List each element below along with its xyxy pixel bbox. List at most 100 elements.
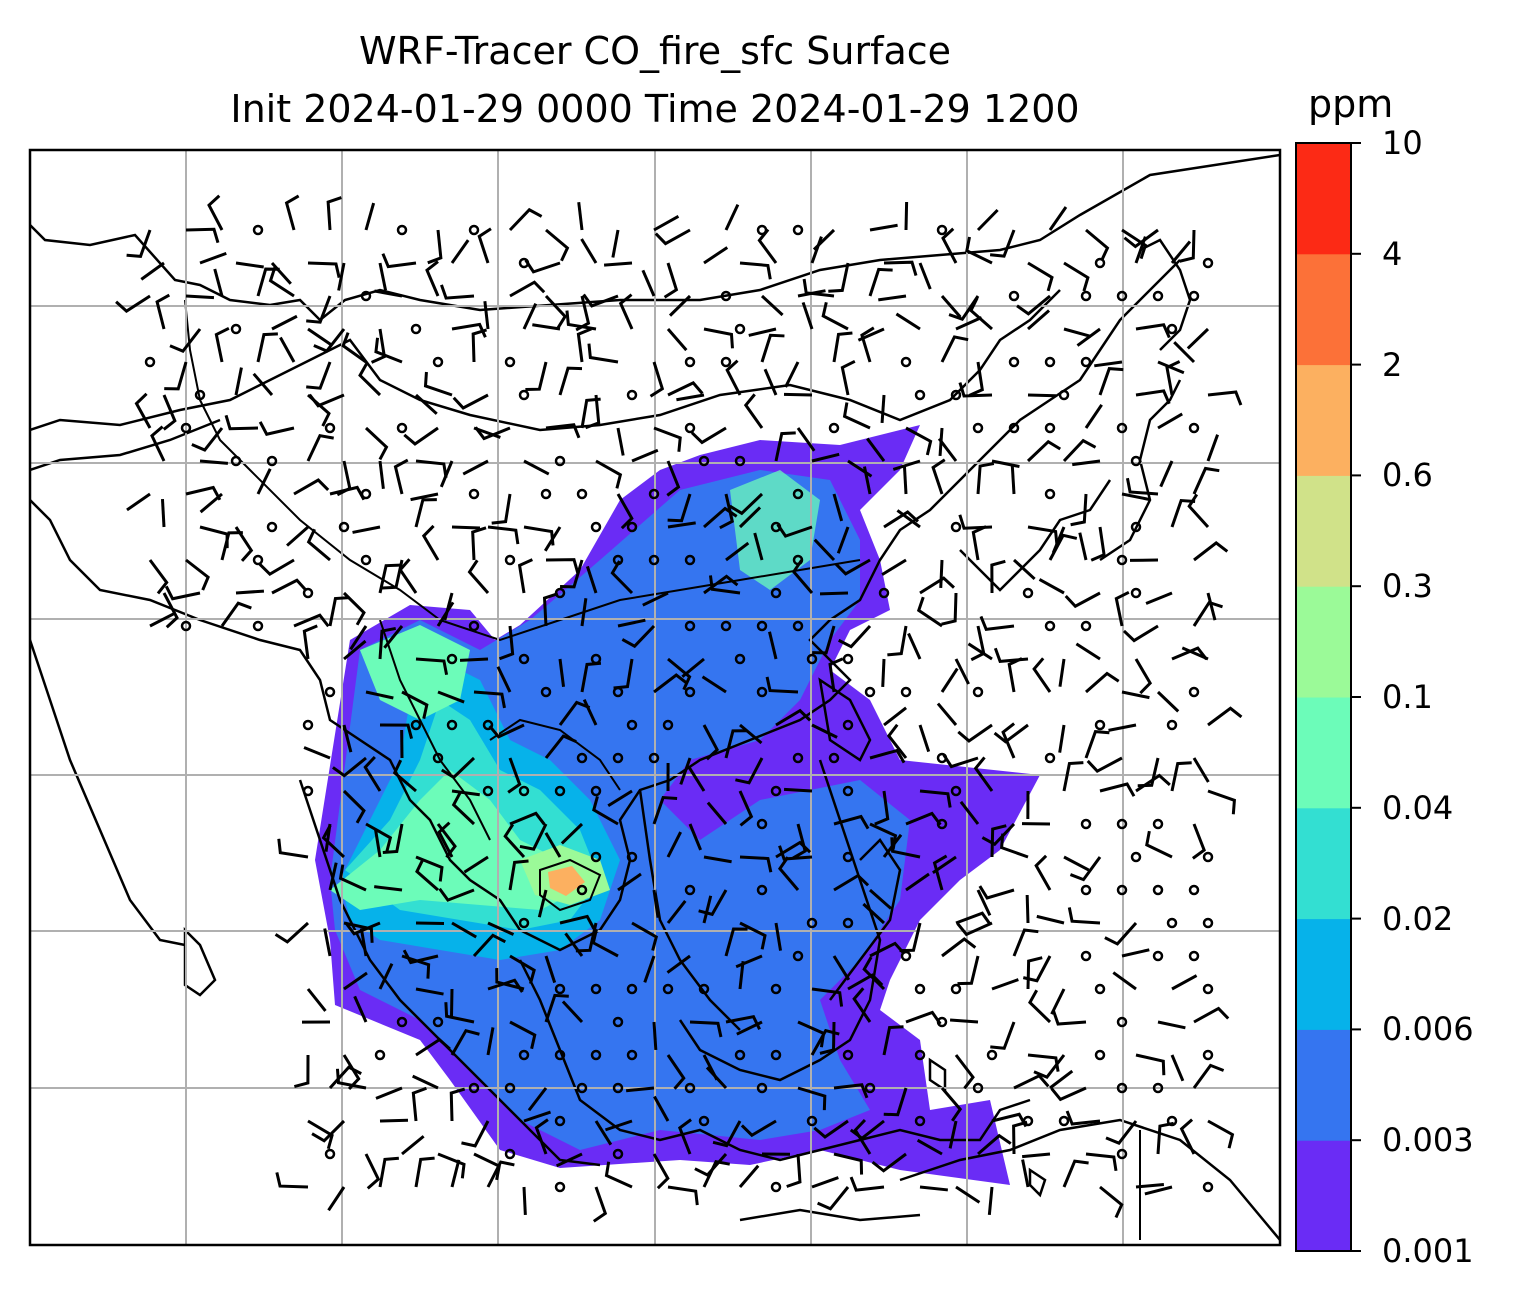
wind-barb — [1050, 988, 1066, 1015]
wind-barb — [959, 800, 980, 825]
wind-barb — [607, 789, 633, 808]
gridlines — [30, 150, 1280, 1245]
wind-barb — [1121, 492, 1150, 501]
wind-barb — [940, 295, 962, 319]
wind-barb — [311, 1119, 346, 1143]
wind-barb — [791, 559, 814, 594]
wind-barb — [940, 1087, 963, 1122]
wind-barb — [169, 328, 202, 354]
wind-barb — [307, 1119, 334, 1150]
wind-barb — [560, 559, 584, 589]
wind-barb — [1121, 948, 1150, 958]
wind-barb — [1105, 1120, 1138, 1146]
wind-barb — [690, 426, 727, 445]
wind-barb — [880, 394, 886, 424]
wind-barb — [306, 528, 331, 562]
wind-barb — [450, 1028, 480, 1056]
wind-barb — [415, 921, 445, 926]
wind-barb — [899, 922, 922, 953]
wind-barb — [199, 251, 227, 265]
wind-barb — [810, 236, 823, 264]
wind-barb — [842, 402, 871, 430]
wind-barb — [1028, 989, 1052, 1024]
wind-barb — [328, 862, 338, 891]
wind-barb — [990, 559, 1006, 594]
wind-barb — [256, 267, 280, 297]
wind-barb — [981, 822, 1016, 847]
colorbar-tick-label: 0.3 — [1382, 567, 1433, 606]
calm-wind-marker — [302, 785, 314, 797]
wind-barb — [392, 759, 417, 793]
wind-barb — [522, 1186, 527, 1216]
calm-wind-marker — [1130, 851, 1142, 863]
wind-barb — [1099, 782, 1136, 797]
wind-barb — [1135, 389, 1171, 405]
wind-barb — [625, 1086, 655, 1093]
calm-wind-marker — [1202, 917, 1214, 929]
wind-barb — [618, 293, 634, 330]
calm-wind-marker — [1188, 884, 1200, 896]
wind-barb — [812, 625, 836, 655]
calm-wind-marker — [1116, 554, 1128, 566]
wind-barb — [185, 485, 222, 501]
wind-barb — [1027, 525, 1059, 546]
calm-wind-marker — [698, 455, 710, 467]
calm-wind-marker — [410, 719, 422, 731]
wind-barb — [1121, 690, 1150, 700]
calm-wind-marker — [972, 686, 984, 698]
colorbar-tick-label: 0.006 — [1382, 1010, 1474, 1049]
wind-barb — [164, 361, 188, 391]
wind-barb — [582, 698, 598, 726]
wind-barb — [990, 824, 1007, 858]
calm-wind-marker — [936, 224, 948, 236]
wind-barb — [467, 559, 490, 594]
calm-wind-marker — [590, 983, 602, 995]
wind-barb — [1193, 541, 1229, 562]
calm-wind-marker — [1022, 1115, 1034, 1127]
wind-barb — [738, 790, 754, 827]
wind-barb — [134, 392, 152, 429]
calm-wind-marker — [540, 488, 552, 500]
calm-wind-marker — [518, 917, 530, 929]
calm-wind-marker — [612, 752, 624, 764]
calm-wind-marker — [590, 521, 602, 533]
calm-wind-marker — [720, 290, 732, 302]
wind-barb — [421, 524, 440, 561]
wind-barb — [1191, 823, 1206, 860]
wind-barb — [543, 526, 562, 552]
wind-barb — [527, 1087, 548, 1112]
calm-wind-marker — [230, 323, 242, 335]
wind-barb — [989, 229, 1016, 258]
wind-barb — [162, 394, 177, 431]
calm-wind-marker — [1080, 620, 1092, 632]
wind-barb — [725, 541, 750, 562]
wind-barb — [1157, 1020, 1186, 1030]
calm-wind-marker — [230, 455, 242, 467]
wind-barb — [415, 1037, 451, 1057]
calm-wind-marker — [338, 521, 350, 533]
wind-barb — [594, 1120, 613, 1146]
wind-barb — [776, 523, 813, 538]
wind-barb — [1052, 1010, 1087, 1026]
plume-level-7 — [548, 866, 585, 896]
calm-wind-marker — [770, 785, 782, 797]
wind-barb — [1069, 856, 1102, 882]
wind-barb — [1000, 833, 1029, 859]
colorbar-unit-label: ppm — [1308, 82, 1394, 126]
wind-barb — [919, 576, 955, 595]
calm-wind-marker — [698, 983, 710, 995]
wind-barb — [653, 426, 682, 452]
wind-barb — [654, 228, 691, 246]
wind-barb — [440, 756, 476, 780]
calm-wind-marker — [1202, 1049, 1214, 1061]
wind-barb — [379, 723, 414, 740]
colorbar-tick-label: 0.02 — [1382, 899, 1454, 938]
wind-barb — [1125, 477, 1159, 496]
calm-wind-marker — [914, 1115, 926, 1127]
wind-barb — [735, 954, 763, 969]
calm-wind-marker — [698, 1115, 710, 1127]
wind-barb — [451, 791, 476, 826]
wind-barb — [507, 757, 522, 794]
wind-barb — [1121, 228, 1148, 260]
